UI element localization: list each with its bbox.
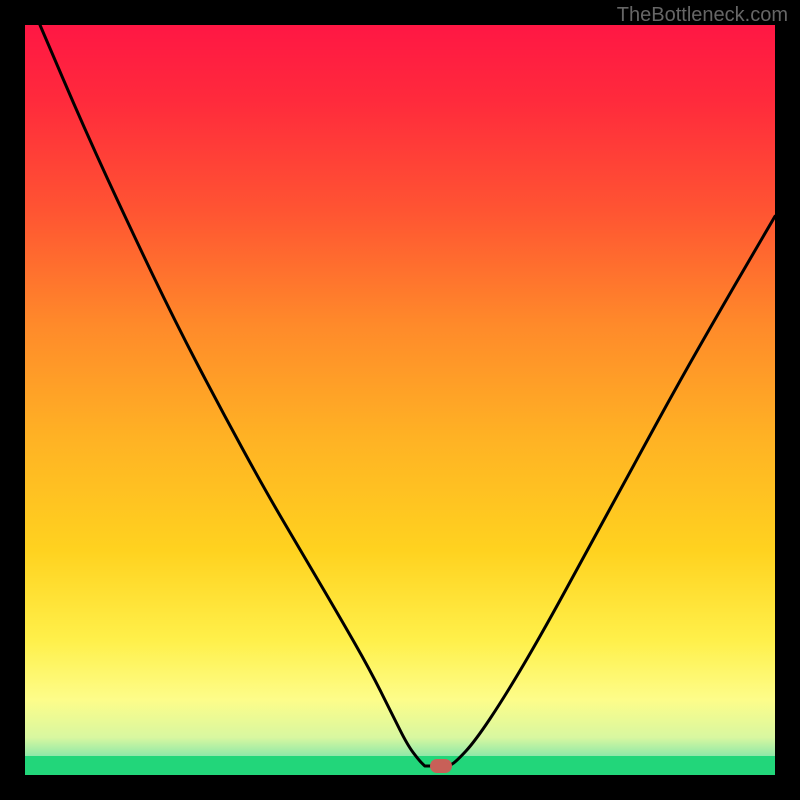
plot-area	[25, 25, 775, 775]
optimal-point-marker	[430, 759, 452, 773]
bottleneck-curve	[25, 25, 775, 775]
chart-frame: TheBottleneck.com	[0, 0, 800, 800]
watermark-text: TheBottleneck.com	[617, 4, 788, 27]
